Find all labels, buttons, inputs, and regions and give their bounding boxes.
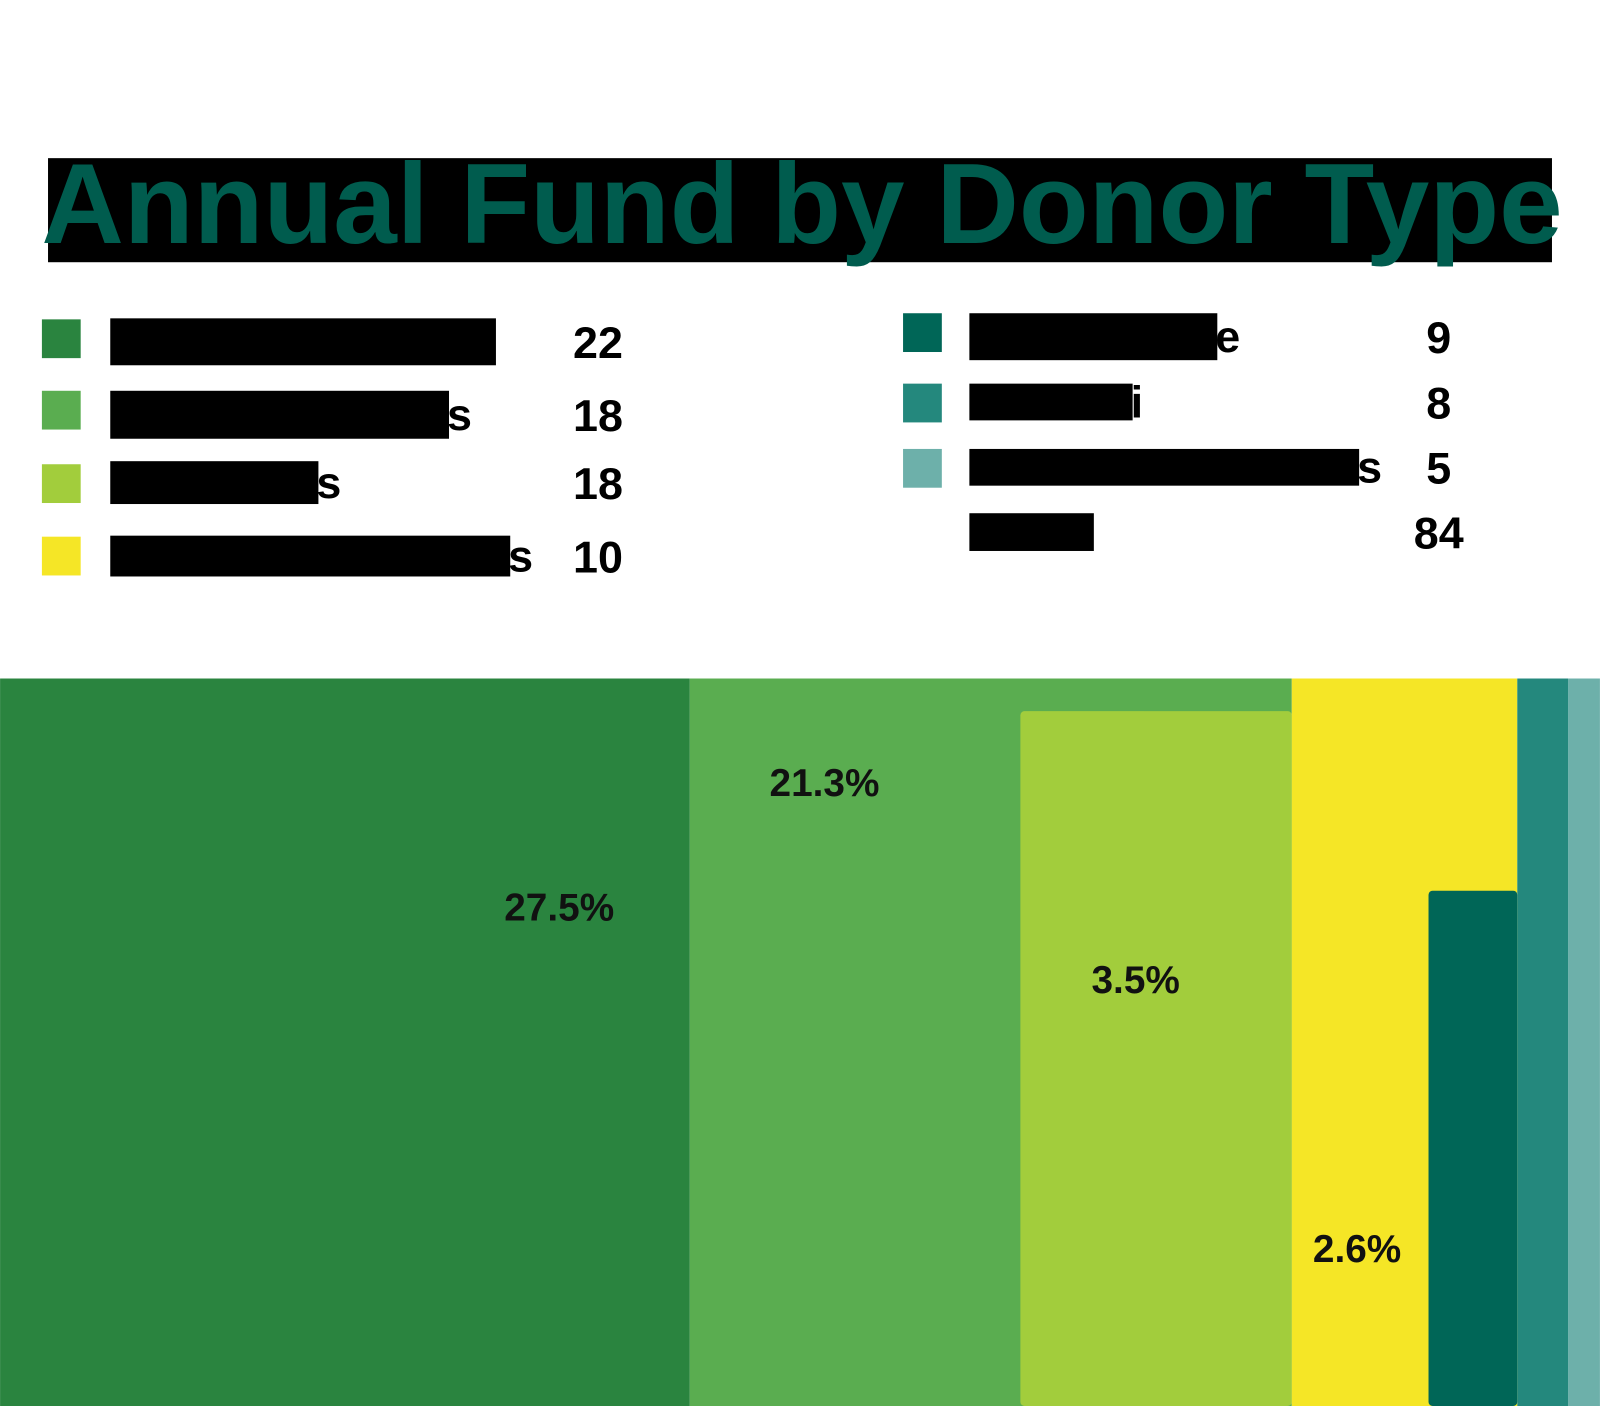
- legend-label-fragment: i: [1131, 376, 1143, 427]
- block-label: 3.5%: [1092, 959, 1180, 1002]
- redaction-bar: [110, 390, 450, 439]
- legend-label-fragment: s: [447, 389, 472, 440]
- redaction-bar: [969, 513, 1094, 551]
- legend-value: 8: [1426, 377, 1451, 428]
- legend-label-fragment: s: [316, 457, 341, 508]
- legend-swatch: [903, 383, 942, 423]
- legend-swatch: [41, 536, 81, 576]
- redaction-bar: [969, 383, 1133, 421]
- redaction-bar: [969, 313, 1218, 361]
- redaction-bar: [110, 461, 319, 505]
- legend-value: 5: [1426, 443, 1451, 494]
- legend-swatch: [41, 319, 81, 359]
- legend-swatch: [41, 464, 81, 504]
- legend-value: 18: [573, 390, 623, 441]
- block: [1517, 678, 1569, 1406]
- block: [1020, 711, 1292, 1406]
- legend-label-fragment: s: [1357, 442, 1382, 493]
- block: [1568, 678, 1600, 1406]
- redaction-bar: [110, 318, 496, 366]
- block-label: 2.6%: [1313, 1228, 1401, 1271]
- legend-swatch: [903, 313, 942, 353]
- legend-value: 84: [1414, 507, 1464, 558]
- legend-value: 10: [573, 531, 623, 582]
- block-label: 27.5%: [504, 886, 614, 929]
- title-backdrop: [48, 158, 1552, 263]
- legend-value: 9: [1426, 312, 1451, 363]
- legend-label-fragment: e: [1215, 311, 1240, 362]
- block: [1428, 890, 1518, 1406]
- legend-label-fragment: s: [508, 530, 533, 581]
- redaction-bar: [969, 448, 1360, 486]
- legend-value: 22: [573, 317, 623, 368]
- redaction-bar: [110, 535, 511, 577]
- block: [0, 678, 690, 1406]
- legend-swatch: [41, 390, 81, 430]
- legend-value: 18: [573, 458, 623, 509]
- title: Annual Fund by Donor Type: [41, 141, 1562, 268]
- block-label: 21.3%: [770, 762, 880, 805]
- legend-swatch: [903, 448, 942, 488]
